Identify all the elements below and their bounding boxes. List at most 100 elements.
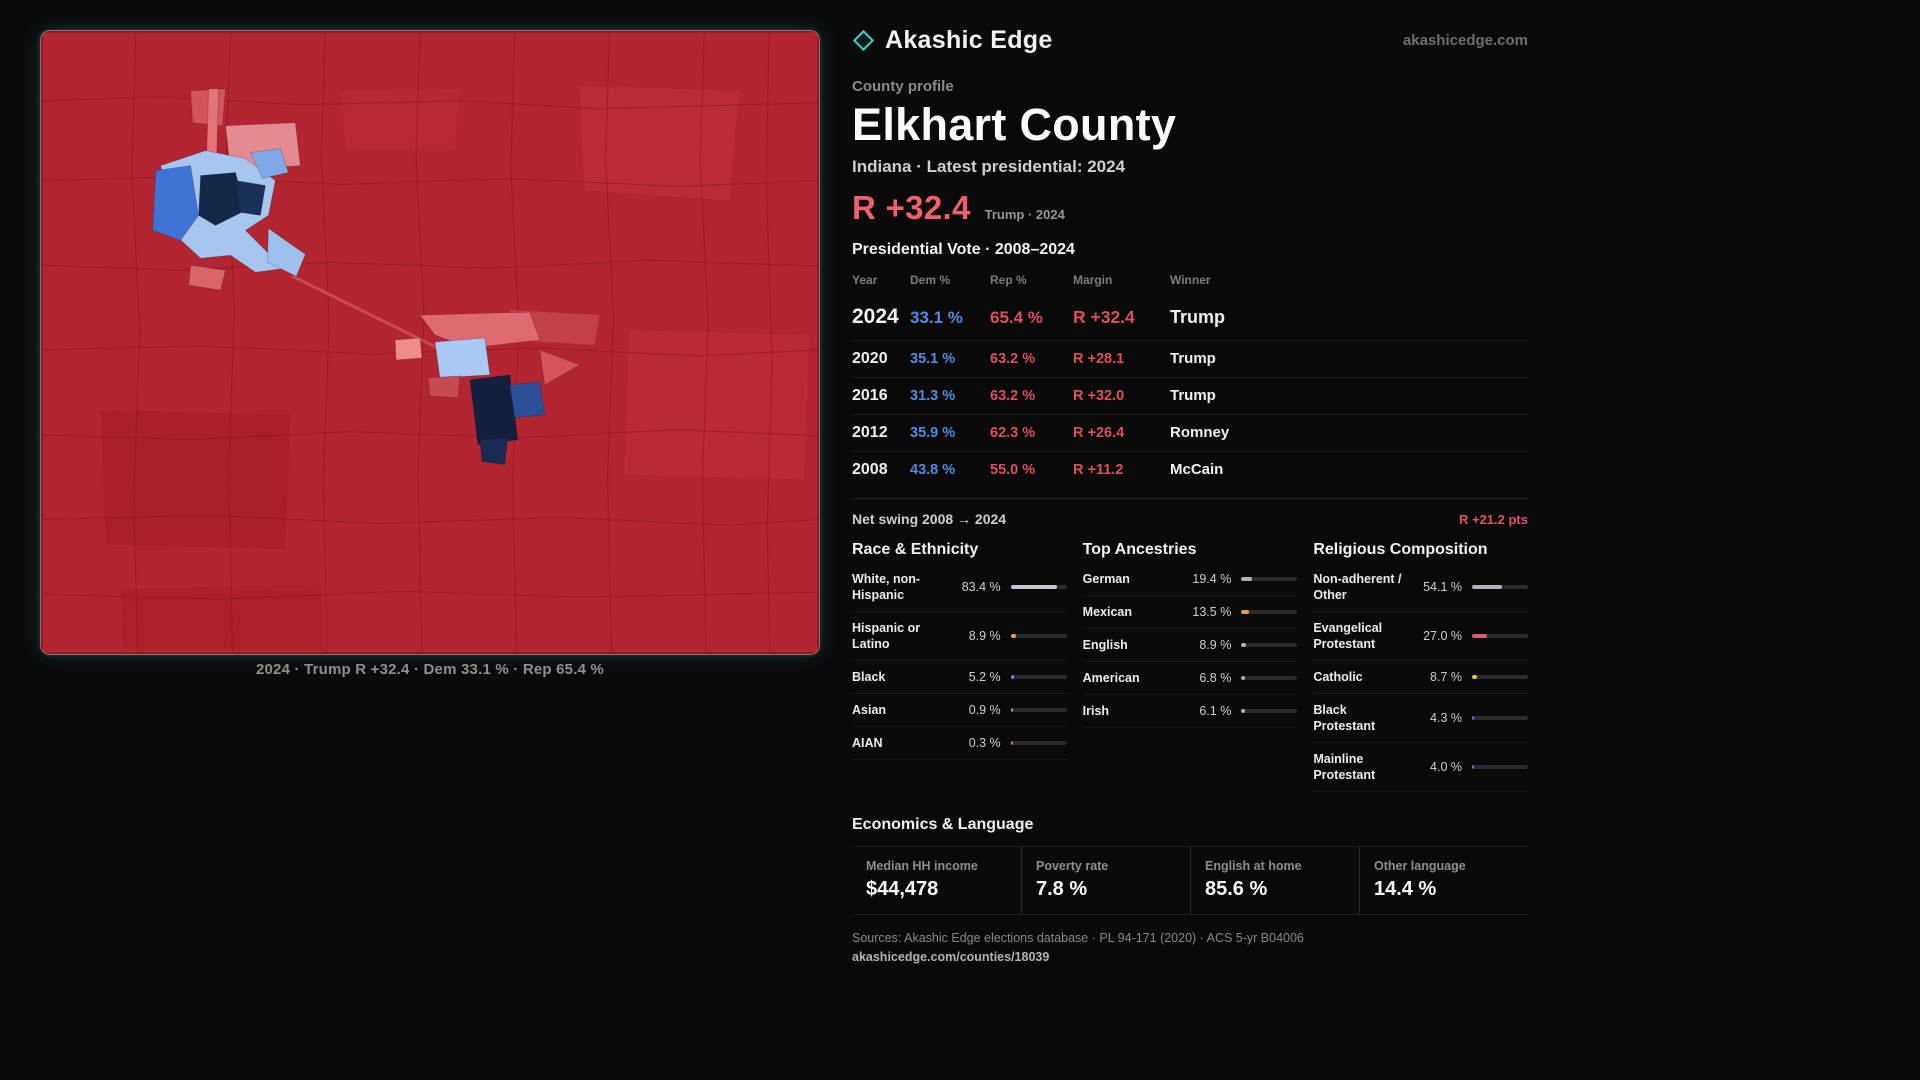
top-ancestries-title: Top Ancestries — [1082, 541, 1197, 558]
demo-bar-track — [1241, 577, 1298, 581]
list-item: American 6.8 % — [1082, 662, 1298, 695]
net-swing-row: Net swing 2008 → 2024 R +21.2 pts — [852, 498, 1528, 527]
stat-label: Median HH income — [866, 859, 978, 873]
stat-poverty-rate: Poverty rate 7.8 % — [1021, 847, 1190, 914]
cell-winner: Trump — [1170, 350, 1216, 367]
demo-bar-fill — [1472, 675, 1477, 679]
brand-header: Akashic Edge akashicedge.com — [852, 26, 1528, 55]
table-row: 2024 33.1 % 65.4 % R +32.4 Trump — [852, 294, 1528, 340]
religious-composition-title: Religious Composition — [1313, 541, 1488, 558]
cell-dem: 33.1 % — [910, 308, 963, 327]
demo-bar-track — [1241, 676, 1298, 680]
col-dem: Dem % — [910, 273, 951, 287]
demo-value: 83.4 % — [961, 580, 1001, 594]
cell-year: 2020 — [852, 350, 888, 367]
vote-table-title: Presidential Vote · 2008–2024 — [852, 241, 1075, 258]
kicker-county-profile: County profile — [852, 78, 954, 95]
demo-bar-fill — [1010, 585, 1058, 589]
demo-value: 8.9 % — [1199, 638, 1232, 652]
stat-value: 14.4 % — [1374, 878, 1437, 900]
demo-bar-track — [1472, 634, 1528, 638]
cell-margin: R +28.1 — [1073, 351, 1125, 367]
cell-margin: R +32.0 — [1073, 388, 1125, 404]
stat-value: 85.6 % — [1205, 878, 1268, 900]
col-margin: Margin — [1073, 273, 1113, 287]
demographics-section: Race & Ethnicity White, non-Hispanic 83.… — [852, 541, 1528, 792]
brand-diamond-icon — [852, 29, 875, 52]
demo-bar-track — [1241, 643, 1298, 647]
demo-bar-fill — [1472, 634, 1488, 638]
demo-label: Mexican — [1082, 605, 1132, 619]
demo-bar-fill — [1472, 585, 1503, 589]
demo-bar-fill — [1241, 577, 1253, 581]
demo-bar-track — [1010, 708, 1067, 712]
table-row: 2012 35.9 % 62.3 % R +26.4 Romney — [852, 414, 1528, 451]
list-item: White, non-Hispanic 83.4 % — [852, 563, 1067, 612]
demo-label: English — [1082, 638, 1128, 652]
cell-rep: 65.4 % — [990, 308, 1043, 327]
demo-bar-fill — [1010, 675, 1014, 679]
demo-bar-fill — [1241, 709, 1245, 713]
demo-bar-track — [1472, 716, 1528, 720]
permalink[interactable]: akashicedge.com/counties/18039 — [852, 950, 1050, 964]
cell-winner: Trump — [1170, 307, 1226, 327]
sources-line: Sources: Akashic Edge elections database… — [852, 931, 1304, 945]
list-item: Mainline Protestant 4.0 % — [1313, 743, 1528, 792]
stat-median-hh-income: Median HH income $44,478 — [852, 847, 1021, 914]
demo-bar-track — [1241, 709, 1298, 713]
demo-value: 6.1 % — [1199, 704, 1232, 718]
demo-bar-track — [1010, 634, 1067, 638]
demo-bar-fill — [1241, 610, 1249, 614]
cell-dem: 43.8 % — [910, 462, 956, 478]
demo-bar-track — [1241, 610, 1298, 614]
cell-dem: 35.1 % — [910, 351, 956, 367]
cell-winner: McCain — [1170, 461, 1224, 478]
cell-rep: 63.2 % — [990, 388, 1036, 404]
cell-margin: R +26.4 — [1073, 425, 1125, 441]
demo-value: 54.1 % — [1423, 580, 1462, 594]
list-item: Irish 6.1 % — [1082, 695, 1298, 728]
demo-label: Hispanic or Latino — [852, 621, 921, 651]
vote-table-header: Year Dem % Rep % Margin Winner — [852, 267, 1528, 294]
table-row: 2020 35.1 % 63.2 % R +28.1 Trump — [852, 340, 1528, 377]
demo-value: 6.8 % — [1199, 671, 1232, 685]
stat-value: $44,478 — [866, 878, 939, 900]
demo-bar-fill — [1472, 765, 1475, 769]
economics-stats: Median HH income $44,478 Poverty rate 7.… — [852, 846, 1528, 915]
cell-margin: R +32.4 — [1073, 307, 1135, 327]
brand-domain-link[interactable]: akashicedge.com — [1402, 32, 1528, 49]
cell-year: 2008 — [852, 461, 888, 478]
cell-dem: 35.9 % — [910, 425, 956, 441]
stat-label: Poverty rate — [1036, 859, 1109, 873]
cell-winner: Trump — [1170, 387, 1216, 404]
demo-bar-fill — [1010, 634, 1016, 638]
cell-rep: 55.0 % — [990, 462, 1036, 478]
demo-label: Non-adherent / Other — [1313, 572, 1402, 602]
footer: Sources: Akashic Edge elections database… — [852, 931, 1528, 966]
list-item: Asian 0.9 % — [852, 694, 1067, 727]
race-ethnicity-title: Race & Ethnicity — [852, 541, 979, 558]
rail-corridor — [291, 274, 459, 360]
demo-bar-fill — [1472, 716, 1475, 720]
demo-label: White, non-Hispanic — [852, 572, 921, 602]
cell-winner: Romney — [1170, 424, 1230, 441]
latest-margin-caption: Trump · 2024 — [984, 207, 1065, 222]
table-row: 2008 43.8 % 55.0 % R +11.2 McCain — [852, 451, 1528, 488]
demo-bar-track — [1010, 741, 1067, 745]
economics-title: Economics & Language — [852, 816, 1034, 833]
demo-value: 0.9 % — [968, 703, 1001, 717]
demo-bar-track — [1472, 675, 1528, 679]
list-item: Black Protestant 4.3 % — [1313, 694, 1528, 743]
demo-label: Asian — [852, 703, 887, 717]
map-caption: 2024 · Trump R +32.4 · Dem 33.1 % · Rep … — [255, 661, 605, 678]
demo-label: AIAN — [852, 736, 883, 750]
demo-value: 5.2 % — [968, 670, 1001, 684]
demo-bar-track — [1472, 585, 1528, 589]
demo-value: 4.3 % — [1430, 711, 1462, 725]
col-winner: Winner — [1170, 273, 1211, 287]
list-item: Catholic 8.7 % — [1313, 661, 1528, 694]
net-swing-value: R +21.2 pts — [1458, 511, 1528, 527]
demo-label: Mainline Protestant — [1313, 752, 1376, 782]
col-year: Year — [852, 273, 878, 287]
cell-year: 2024 — [852, 305, 899, 328]
